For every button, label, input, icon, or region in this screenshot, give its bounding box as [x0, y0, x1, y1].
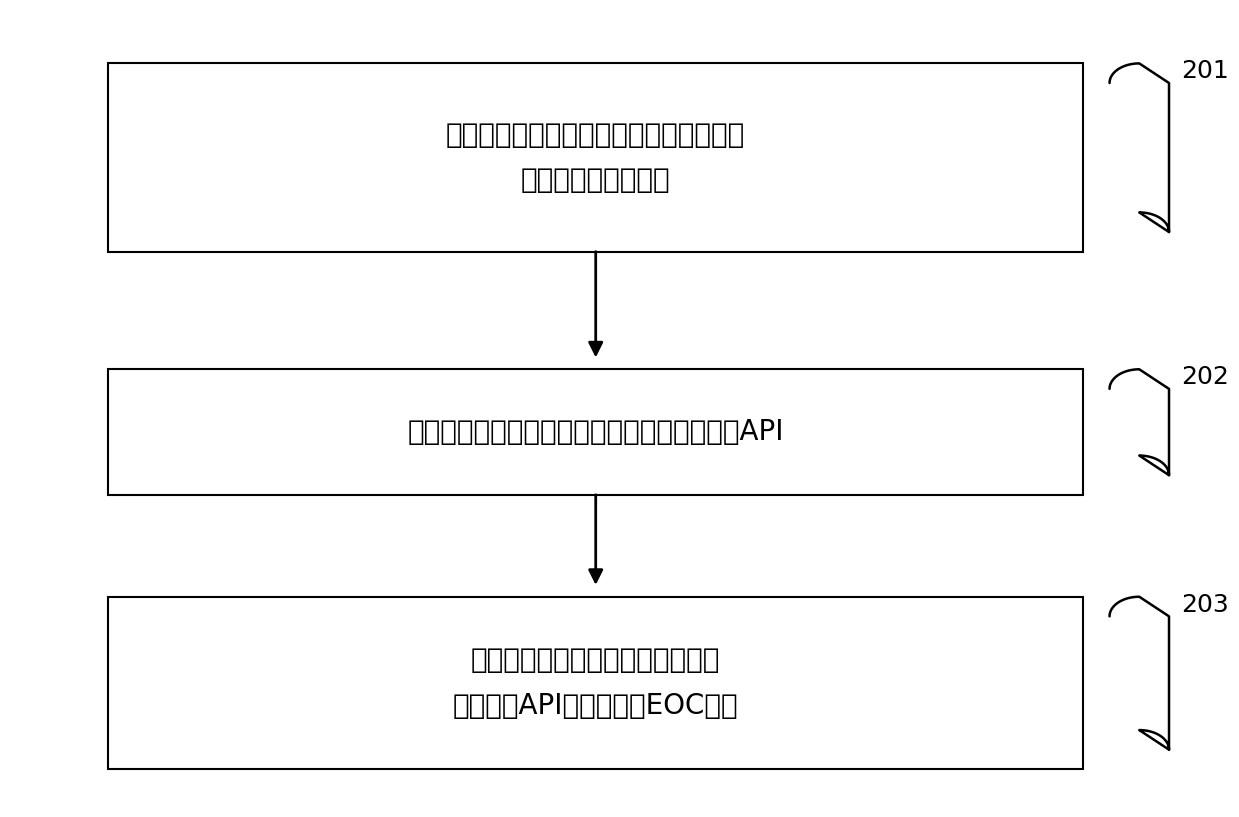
Text: 路由器确定与所述第二类型的配置数据对应的API: 路由器确定与所述第二类型的配置数据对应的API [408, 418, 784, 446]
Text: 202: 202 [1181, 365, 1229, 390]
Bar [108, 596, 1083, 770]
Bar [108, 64, 1083, 252]
Text: 201: 201 [1181, 60, 1229, 83]
Bar [108, 369, 1083, 495]
Text: 路由器将所述第一类型的配置数据转换为
第二类型的配置数据: 路由器将所述第一类型的配置数据转换为 第二类型的配置数据 [446, 121, 746, 194]
Text: 203: 203 [1181, 593, 1229, 617]
Text: 路由器将所述第二类型的配置数据
通过所述API发送给所述EOC模块: 路由器将所述第二类型的配置数据 通过所述API发送给所述EOC模块 [453, 646, 738, 720]
